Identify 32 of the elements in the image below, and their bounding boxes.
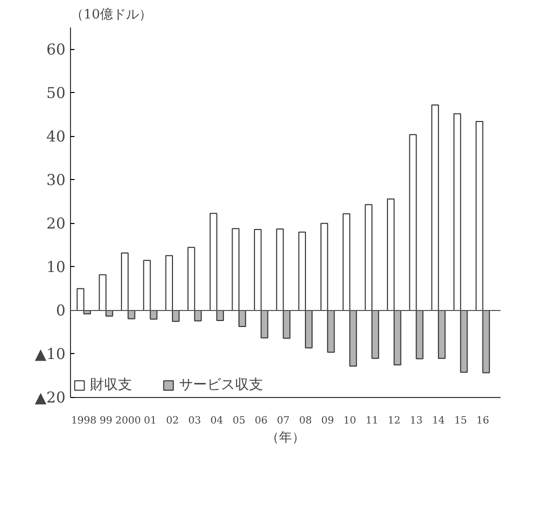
x-tick-label: 03 [188, 416, 201, 426]
x-tick-label: 04 [210, 416, 224, 426]
x-tick-label: 13 [410, 416, 423, 426]
y-tick-label: 40 [46, 127, 66, 146]
x-tick-label: 01 [144, 416, 157, 426]
x-tick-label: 07 [276, 416, 290, 426]
x-tick-label: 10 [343, 416, 356, 426]
y-tick-label: ▲10 [34, 344, 66, 363]
x-axis-title: （年） [266, 430, 305, 446]
y-tick-label: ▲20 [34, 388, 66, 406]
x-tick-label: 99 [100, 416, 112, 426]
x-tick-label: 1998 [71, 416, 97, 426]
y-axis-title: （10億ドル） [70, 8, 152, 22]
x-tick-label: 09 [321, 416, 334, 426]
y-tick-label: 50 [46, 84, 66, 102]
x-tick-label: 06 [254, 416, 268, 426]
y-tick-label: 60 [46, 40, 66, 58]
x-tick-label: 14 [432, 416, 445, 426]
y-tick-label: 0 [56, 301, 66, 320]
y-tick-label: 10 [46, 258, 66, 276]
legend-label: サービス収支 [179, 376, 263, 394]
y-tick-label: 30 [46, 170, 66, 189]
legend-label: 財収支 [90, 376, 132, 394]
x-tick-label: 15 [454, 416, 467, 426]
x-tick-label: 08 [299, 416, 312, 426]
y-tick-label: 20 [46, 214, 66, 232]
x-tick-label: 02 [166, 416, 179, 426]
x-tick-label: 12 [388, 416, 400, 426]
x-tick-label: 2000 [115, 416, 141, 426]
x-tick-label: 16 [476, 416, 490, 426]
x-tick-label: 11 [366, 416, 378, 426]
x-tick-label: 05 [232, 416, 246, 426]
